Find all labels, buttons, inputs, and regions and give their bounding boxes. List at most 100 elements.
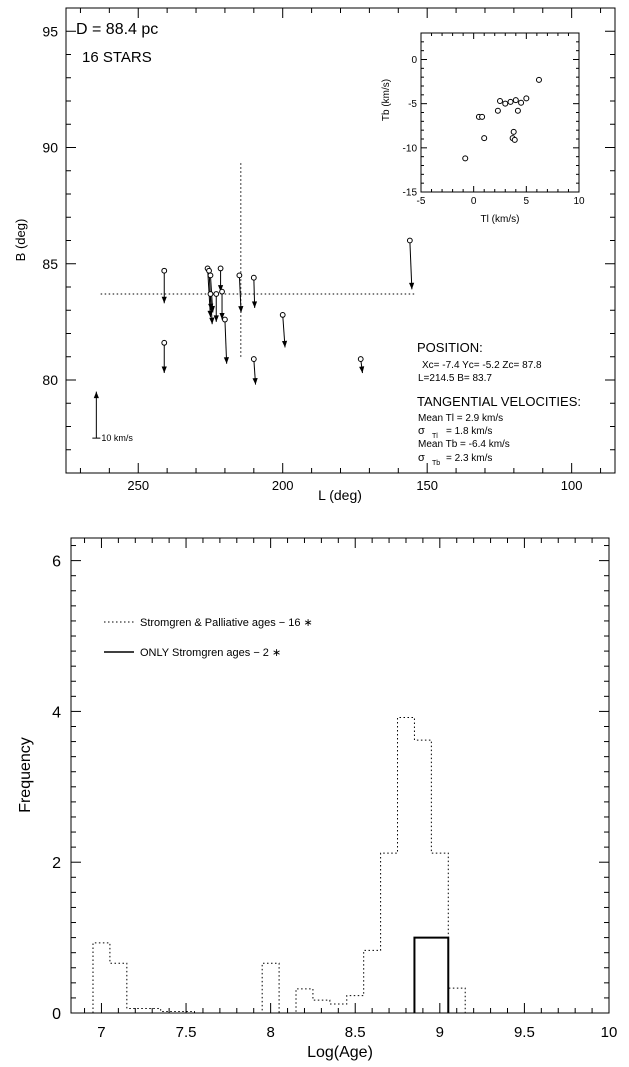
inset-y-axis-label: Tb (km/s)	[381, 79, 392, 121]
inset-point	[512, 97, 519, 104]
center-crosshair	[100, 161, 416, 357]
inset-x-tick-label: 5	[524, 196, 530, 207]
star-arrow-head	[359, 366, 365, 374]
velocity-line-4-value: = 2.3 km/s	[446, 453, 492, 464]
star-arrow	[281, 314, 288, 348]
inset-point	[511, 136, 518, 143]
top-y-tick-label: 90	[42, 140, 58, 156]
histogram-bin	[431, 938, 448, 1013]
inset-point	[514, 107, 521, 114]
legend-item-1: Stromgren & Palliative ages − 16 ∗	[140, 617, 313, 629]
star-marker	[217, 265, 224, 272]
bottom-x-tick-label: 9	[436, 1024, 444, 1041]
age-histogram-panel: 7 7.5 8 8.5 9 9.5 10 0 2 4 6 Stromgren & Palliativ…	[17, 537, 617, 1061]
inset-x-tick-label: 0	[471, 196, 477, 207]
inset-point	[535, 76, 542, 83]
star-arrow	[217, 268, 224, 292]
star-arrow-shaft	[409, 240, 413, 290]
inset-y-tick-label: -15	[403, 188, 418, 199]
inset-x-tick-label: 10	[573, 196, 585, 207]
star-arrow-head	[161, 366, 167, 374]
star-count-label: 16 STARS	[82, 49, 152, 66]
star-arrow	[213, 293, 219, 322]
inset-point	[462, 155, 469, 162]
inset-point	[479, 113, 486, 120]
histogram-bin	[381, 853, 398, 1013]
velocity-line-2-value: = 1.8 km/s	[446, 426, 492, 437]
bottom-x-tick-label: 7	[97, 1024, 105, 1041]
top-y-tick-label: 95	[42, 23, 58, 39]
inset-point	[481, 135, 488, 142]
inset-point	[518, 99, 525, 106]
velocity-line-4-subscript: Tb	[432, 460, 440, 467]
star-arrow	[252, 359, 258, 385]
star-marker	[250, 274, 257, 281]
star-arrow	[238, 275, 244, 313]
star-arrow	[223, 319, 229, 364]
star-arrow-head	[409, 282, 415, 290]
bottom-y-axis-label: Frequency	[17, 737, 34, 813]
bottom-x-tick-label: 9.5	[514, 1024, 535, 1041]
star-marker	[250, 356, 257, 362]
bottom-axis-ticks: 7 7.5 8 8.5 9 9.5 10 0 2 4 6	[52, 538, 617, 1041]
scale-label: 10 km/s	[101, 433, 133, 443]
star-marker	[207, 272, 214, 279]
top-x-axis-label: L (deg)	[318, 487, 362, 503]
inset-x-tick-label: -5	[417, 196, 426, 207]
legend-item-2: ONLY Stromgren ages − 2 ∗	[140, 647, 281, 659]
histogram-bin	[398, 717, 415, 1013]
velocity-line-4-symbol: σ	[418, 452, 425, 464]
histogram-stromgren-only	[413, 936, 450, 1013]
star-vectors	[161, 237, 415, 385]
histogram-bin	[414, 938, 431, 1013]
histogram-bin	[414, 740, 431, 1013]
star-marker	[279, 312, 286, 318]
inset-points	[462, 76, 542, 162]
position-title: POSITION:	[417, 340, 483, 355]
star-marker	[206, 267, 212, 274]
star-arrow	[161, 342, 167, 374]
star-arrow	[161, 270, 167, 304]
histogram-bin	[110, 963, 127, 1013]
inset-axis-ticks: -5 0 5 10 -15 -10 -5 0	[403, 33, 585, 207]
inset-y-tick-label: -10	[403, 143, 418, 154]
star-arrow-head	[281, 340, 288, 348]
star-arrow	[409, 240, 415, 290]
histogram-bin	[364, 950, 381, 1013]
bottom-plot-frame	[70, 537, 610, 1014]
star-arrow-head	[252, 377, 258, 385]
star-arrow-head	[238, 305, 244, 313]
top-x-tick-label: 250	[127, 478, 149, 493]
velocity-title: TANGENTIAL VELOCITIES:	[417, 394, 581, 409]
velocity-inset-panel: -5 0 5 10 -15 -10 -5 0 Tl (km/s) Tb (km/s)	[381, 32, 585, 225]
star-arrow-head	[251, 301, 258, 308]
inset-point	[523, 95, 530, 102]
histogram-series	[92, 716, 466, 1014]
velocity-line-1: Mean Tl = 2.9 km/s	[418, 413, 503, 424]
star-arrow-shaft	[224, 319, 228, 364]
bottom-x-tick-label: 8	[266, 1024, 274, 1041]
inset-point	[497, 98, 503, 105]
top-x-tick-label: 100	[561, 478, 583, 493]
star-marker	[222, 316, 228, 323]
star-arrow	[251, 277, 258, 308]
bottom-y-tick-label: 6	[52, 554, 61, 571]
scale-arrow	[93, 391, 99, 439]
scale-arrow-head	[93, 391, 99, 399]
star-marker	[213, 291, 220, 297]
position-line-1: Xc= -7.4 Yc= -5.2 Zc= 87.8	[422, 360, 542, 371]
bottom-y-tick-label: 2	[52, 855, 61, 872]
star-arrow	[209, 293, 215, 325]
bottom-x-tick-label: 8.5	[345, 1024, 366, 1041]
star-arrow-head	[223, 357, 229, 364]
bottom-x-axis-label: Log(Age)	[307, 1044, 373, 1061]
star-arrow-head	[209, 317, 215, 325]
inset-y-tick-label: -5	[408, 99, 417, 110]
top-x-tick-label: 150	[416, 478, 438, 493]
velocity-line-2-subscript: Tl	[432, 433, 438, 440]
histogram-bin	[431, 853, 448, 1013]
star-arrow-head	[217, 285, 224, 292]
bottom-y-tick-label: 0	[52, 1006, 61, 1023]
